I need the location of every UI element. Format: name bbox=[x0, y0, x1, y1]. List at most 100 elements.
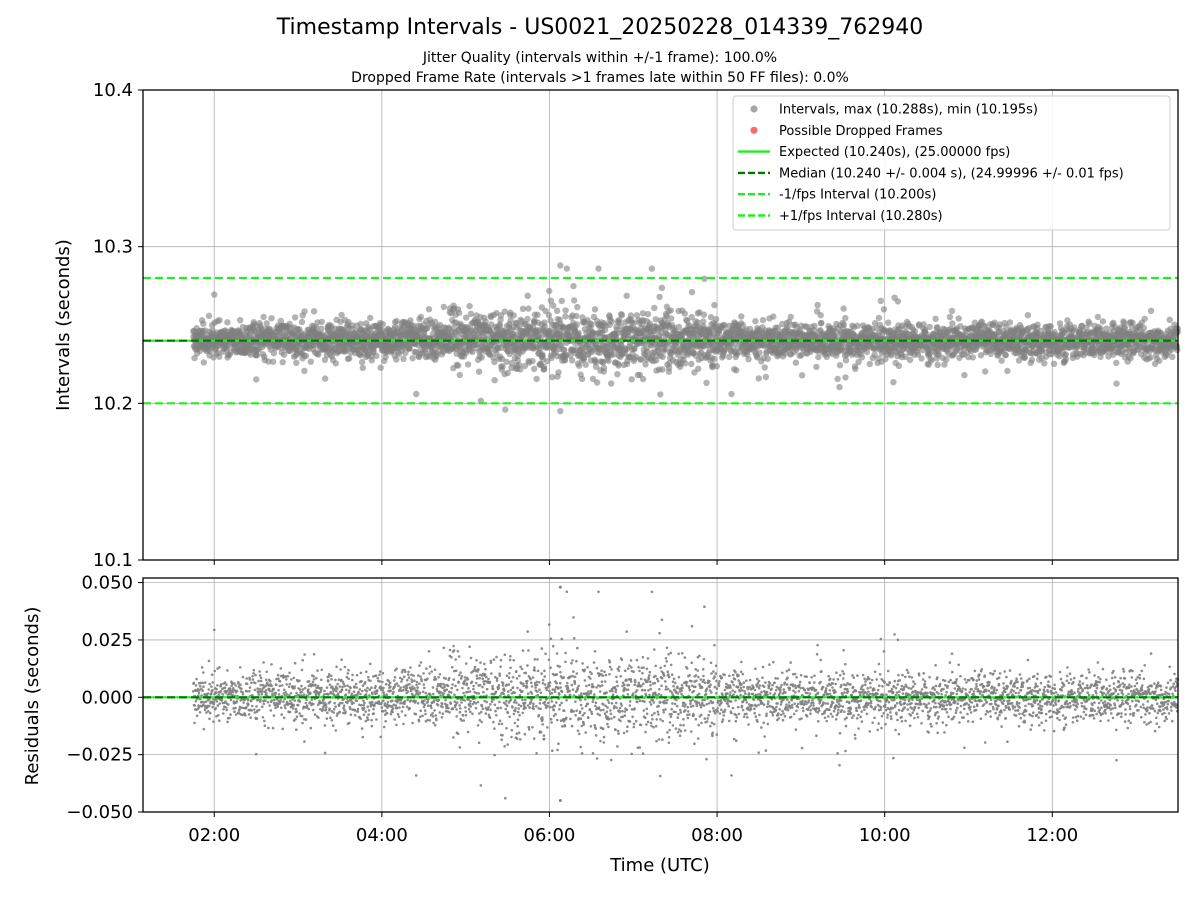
interval-point bbox=[495, 329, 503, 336]
interval-point bbox=[685, 323, 692, 330]
interval-point bbox=[916, 339, 923, 346]
interval-point bbox=[691, 323, 698, 330]
interval-point bbox=[939, 345, 946, 352]
interval-point bbox=[1126, 328, 1133, 336]
interval-point bbox=[827, 348, 835, 356]
interval-point bbox=[1076, 336, 1083, 343]
interval-point bbox=[811, 345, 819, 352]
legend-label: Median (10.240 +/- 0.004 s), (24.99996 +… bbox=[779, 166, 1124, 181]
interval-point bbox=[554, 373, 561, 380]
residual-point bbox=[223, 701, 226, 705]
residual-point bbox=[300, 684, 303, 688]
interval-point bbox=[800, 346, 807, 354]
residual-point bbox=[375, 701, 379, 705]
residual-point bbox=[195, 697, 199, 701]
interval-point bbox=[1095, 347, 1102, 354]
interval-point bbox=[815, 338, 822, 345]
interval-point bbox=[795, 330, 802, 337]
residual-point bbox=[286, 674, 290, 678]
interval-point bbox=[869, 335, 876, 342]
interval-point bbox=[1067, 335, 1075, 342]
interval-point bbox=[485, 327, 492, 334]
residual-point bbox=[199, 681, 203, 685]
interval-point bbox=[259, 333, 266, 340]
residual-point bbox=[361, 689, 364, 693]
interval-point bbox=[405, 322, 412, 329]
interval-point bbox=[197, 338, 204, 345]
interval-point bbox=[599, 341, 606, 349]
interval-point bbox=[996, 347, 1003, 355]
interval-point bbox=[580, 356, 587, 363]
interval-point bbox=[970, 325, 977, 333]
residual-point bbox=[300, 690, 304, 694]
interval-point bbox=[922, 334, 929, 342]
residual-point bbox=[320, 695, 324, 699]
interval-point bbox=[354, 335, 361, 342]
interval-point bbox=[1054, 347, 1062, 354]
interval-point bbox=[1003, 323, 1010, 331]
interval-point bbox=[279, 359, 286, 366]
interval-point bbox=[439, 336, 447, 343]
residual-point bbox=[232, 687, 235, 690]
interval-point bbox=[627, 325, 634, 332]
residual-point bbox=[266, 700, 270, 704]
interval-point bbox=[707, 340, 714, 347]
interval-point bbox=[211, 319, 218, 326]
interval-point bbox=[472, 319, 479, 326]
interval-point bbox=[477, 313, 484, 321]
interval-point bbox=[449, 328, 456, 336]
residual-point bbox=[241, 693, 245, 696]
interval-point bbox=[1148, 343, 1156, 350]
interval-point bbox=[348, 340, 355, 347]
interval-point bbox=[894, 298, 902, 305]
interval-point bbox=[929, 334, 937, 342]
interval-point bbox=[555, 369, 562, 376]
interval-point bbox=[903, 318, 911, 326]
residual-point bbox=[270, 690, 274, 693]
interval-point bbox=[1011, 349, 1018, 356]
interval-point bbox=[882, 355, 889, 363]
interval-point bbox=[565, 337, 572, 344]
residual-point bbox=[211, 702, 215, 705]
interval-point bbox=[792, 359, 800, 366]
residual-point bbox=[247, 708, 251, 712]
interval-point bbox=[776, 345, 783, 353]
interval-point bbox=[582, 338, 589, 346]
residual-point bbox=[361, 684, 365, 687]
residual-point bbox=[329, 690, 333, 694]
interval-point bbox=[597, 346, 604, 353]
interval-point bbox=[706, 347, 714, 354]
interval-point bbox=[500, 335, 507, 342]
interval-point bbox=[1130, 348, 1138, 355]
interval-point bbox=[821, 347, 828, 354]
interval-point bbox=[1166, 316, 1173, 323]
interval-point bbox=[732, 353, 739, 361]
residual-point bbox=[257, 698, 260, 702]
interval-point bbox=[890, 379, 897, 386]
interval-point bbox=[1002, 351, 1009, 359]
interval-point bbox=[861, 345, 868, 353]
interval-point bbox=[940, 331, 947, 339]
interval-point bbox=[1008, 326, 1015, 333]
residual-point bbox=[260, 705, 264, 708]
interval-point bbox=[491, 358, 498, 366]
residual-point bbox=[240, 687, 243, 691]
residual-point bbox=[254, 673, 257, 677]
residual-point bbox=[337, 703, 341, 707]
residual-point bbox=[339, 690, 343, 693]
interval-point bbox=[618, 311, 625, 318]
residual-point bbox=[374, 692, 377, 696]
interval-point bbox=[244, 338, 251, 345]
residual-point bbox=[354, 693, 357, 697]
interval-point bbox=[907, 344, 914, 351]
residual-point bbox=[288, 671, 291, 675]
interval-point bbox=[969, 324, 976, 331]
interval-point bbox=[196, 347, 204, 355]
interval-point bbox=[313, 337, 320, 345]
interval-point bbox=[971, 339, 978, 346]
interval-point bbox=[536, 341, 544, 348]
interval-point bbox=[911, 344, 919, 351]
interval-point bbox=[1115, 335, 1122, 342]
residual-point bbox=[258, 674, 262, 677]
interval-point bbox=[539, 351, 546, 358]
